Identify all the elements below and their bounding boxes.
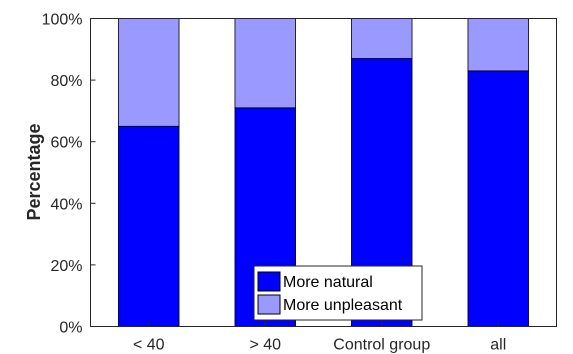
plot-frame [90, 18, 557, 327]
y-axis-label: Percentage [24, 123, 44, 220]
x-tick-label: all [490, 337, 506, 354]
y-tick-label: 40% [50, 196, 82, 213]
legend-swatch-more-natural [257, 271, 281, 292]
bar-more-unpleasant-3 [351, 18, 413, 59]
legend: More natural More unpleasant [253, 265, 423, 321]
axes-layer: < 40 > 40 Control group all 0% 20% 40% 60% 80% 10… [42, 12, 507, 354]
legend-label-more-unpleasant: More unpleasant [283, 297, 403, 314]
y-tick-label: 20% [50, 258, 82, 275]
y-tick-label: 60% [50, 135, 82, 152]
bar-more-unpleasant-2 [234, 18, 296, 109]
legend-label-more-natural: More natural [283, 274, 373, 291]
y-tick-label: 0% [59, 320, 82, 337]
bar-more-unpleasant-4 [467, 18, 529, 72]
bars-layer [118, 18, 529, 327]
bar-more-unpleasant-1 [118, 18, 180, 127]
y-tick-label: 100% [42, 12, 83, 29]
x-tick-label: Control group [333, 337, 430, 354]
x-tick-label: > 40 [249, 337, 281, 354]
legend-box [253, 265, 423, 321]
bar-more-natural-4 [467, 70, 529, 327]
legend-swatch-more-unpleasant [257, 294, 281, 315]
x-tick-label: < 40 [133, 337, 165, 354]
y-tick-label: 80% [50, 73, 82, 90]
bar-more-natural-1 [118, 125, 180, 327]
